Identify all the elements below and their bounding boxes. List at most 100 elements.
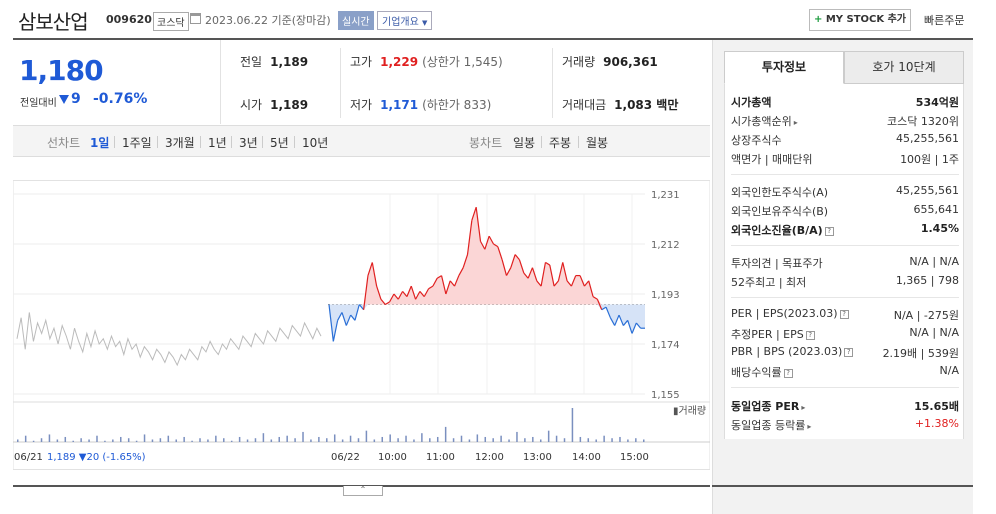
volume-bar [88, 439, 90, 442]
price-line-segment [337, 312, 343, 321]
volume-bar [215, 435, 217, 442]
price-line-segment [458, 267, 464, 276]
price-line-segment [479, 241, 486, 250]
toolbar-divider [114, 136, 115, 148]
panel-bottom-divider [712, 485, 973, 487]
price-line-segment [453, 275, 460, 287]
help-icon[interactable]: ? [844, 348, 854, 357]
info-row-dividend: 배당수익률? N/A [731, 364, 959, 379]
tab-orderbook-10[interactable]: 호가 10단계 [844, 51, 964, 84]
price-line-segment [545, 261, 551, 266]
help-icon[interactable]: ? [824, 227, 834, 236]
volume-bar [547, 430, 550, 442]
period-1w[interactable]: 1주일 [122, 136, 152, 150]
period-10y[interactable]: 10년 [302, 136, 329, 150]
volume-bar [254, 438, 257, 442]
period-3y[interactable]: 3년 [239, 136, 258, 150]
volume-bar [24, 435, 27, 442]
collapse-toggle-button[interactable]: ⌃ [343, 486, 383, 496]
candle-daily[interactable]: 일봉 [513, 136, 536, 150]
volume-bar [246, 439, 249, 442]
x-tick-label: 15:00 [620, 452, 649, 463]
x-tick-label: 11:00 [426, 452, 455, 463]
down-area [329, 304, 645, 342]
chevron-right-icon: ▸ [801, 403, 806, 412]
period-5y[interactable]: 5년 [270, 136, 289, 150]
price-line-segment [332, 320, 339, 342]
volume-bar [627, 439, 629, 442]
company-info-dropdown[interactable]: 기업개요 ▼ [377, 11, 433, 30]
volume-bar [191, 440, 193, 442]
volume-bar [127, 438, 130, 442]
tab-investment-info[interactable]: 투자정보 [724, 51, 844, 84]
info-row-sector-per[interactable]: 동일업종 PER ▸ 15.65배 [731, 400, 959, 413]
toolbar-divider [262, 136, 263, 148]
up-area [329, 207, 645, 305]
price-line-segment [363, 275, 369, 310]
realtime-button[interactable]: 실시간 [338, 11, 374, 30]
add-my-stock-label: MY STOCK 추가 [825, 14, 907, 25]
price-line-segment [596, 299, 603, 311]
chevron-right-icon: ▸ [793, 118, 798, 127]
help-icon[interactable]: ? [783, 369, 793, 378]
prev-day-close: 1,189 ▼20 (-1.65%) [47, 452, 146, 463]
y-tick-label: 1,212 [651, 240, 680, 251]
volume-bar [532, 436, 534, 442]
price-line-segment [614, 314, 620, 326]
price-line-segment [432, 277, 438, 287]
period-1y[interactable]: 1년 [208, 136, 227, 150]
price-line-segment [518, 259, 525, 274]
help-icon[interactable]: ? [839, 310, 849, 319]
price-line-segment [588, 280, 594, 297]
price-line-segment [605, 306, 611, 318]
volume-bar [326, 438, 328, 442]
price-line-segment [358, 304, 365, 311]
price-line-segment [531, 267, 538, 282]
volume-bar [611, 438, 613, 442]
price-line-segment [393, 293, 399, 300]
info-divider [731, 297, 959, 298]
volume-bar [183, 436, 185, 442]
add-my-stock-button[interactable]: + MY STOCK 추가 [809, 9, 911, 31]
info-row-market-cap-rank[interactable]: 시가총액순위 ▸ 코스닥 1320위 [731, 115, 959, 128]
volume-bar [587, 438, 590, 442]
volume-bar [492, 438, 494, 442]
volume-bar [17, 439, 19, 442]
change-label: 전일대비 [20, 98, 57, 109]
price-line-segment [510, 254, 516, 268]
price-line-segment [631, 322, 637, 334]
investment-info-panel: 투자정보 호가 10단계 시가총액 534억원 시가총액순위 ▸ 코스닥 1320위 … [712, 40, 973, 514]
period-3m[interactable]: 3개월 [165, 136, 195, 150]
info-row-est-per: 추정PER | EPS? N/A | N/A [731, 326, 959, 341]
price-line-segment [488, 235, 495, 245]
quick-order-link[interactable]: 빠른주문 [924, 14, 965, 27]
volume-bar [484, 436, 487, 442]
volume-bar [460, 435, 463, 442]
period-1d[interactable]: 1일 [90, 136, 110, 150]
price-line-segment [419, 290, 425, 298]
price-line-segment [484, 235, 490, 250]
price-line-segment [618, 314, 624, 326]
volume-bar [381, 436, 384, 442]
price-line-segment [389, 293, 395, 303]
y-tick-label: 1,155 [651, 390, 680, 401]
price-line-segment [406, 285, 412, 297]
volume-bar [48, 434, 51, 442]
candle-monthly[interactable]: 월봉 [586, 136, 609, 150]
volume-bar [72, 440, 74, 442]
price-line-segment [384, 301, 390, 306]
price-line-segment [402, 290, 408, 298]
price-line-segment [341, 312, 347, 326]
volume-bar [310, 439, 312, 442]
candle-weekly[interactable]: 주봉 [549, 136, 572, 150]
price-line-segment [592, 296, 598, 300]
help-icon[interactable]: ? [805, 331, 815, 340]
current-price-box: 1,180 전일대비 9 -0.76% [13, 40, 221, 124]
info-row-sector-change[interactable]: 동일업종 등락률 ▸ +1.38% [731, 417, 959, 432]
volume-bar [135, 440, 138, 442]
x-tick-label: 13:00 [523, 452, 552, 463]
volume-bar [120, 436, 122, 442]
x-tick-label: 10:00 [378, 452, 407, 463]
volume-bar [159, 438, 162, 442]
price-change: 9 [71, 91, 81, 107]
